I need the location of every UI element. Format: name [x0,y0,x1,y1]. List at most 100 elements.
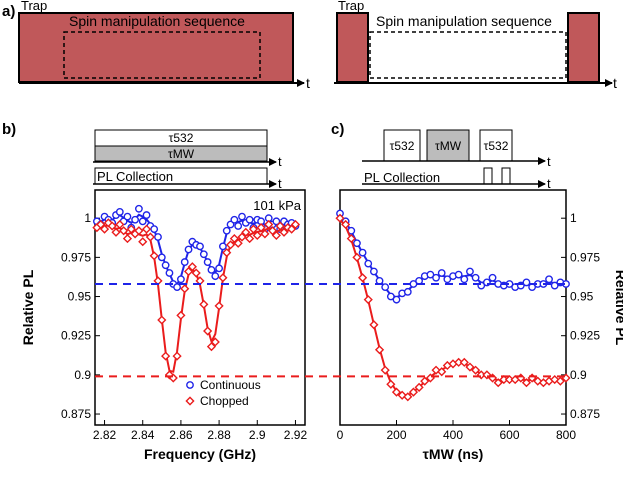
laser-pulse-readout [479,129,513,162]
laser-pulse-label: τ532 [169,131,194,145]
data-point-continuous [173,283,181,292]
data-point-chopped [420,376,430,386]
y-tick-label: 0.9 [74,368,91,382]
data-point-chopped [256,223,266,233]
pl-collection-label: PL Collection [364,170,440,185]
data-point-continuous [353,239,361,248]
data-point-continuous [131,215,139,224]
data-point-continuous [157,253,166,262]
data-point-continuous [222,226,231,235]
sequence-window [369,31,567,79]
data-point-chopped [199,299,209,309]
data-point-chopped [157,315,167,325]
data-point-continuous [403,287,412,296]
data-point-continuous [138,217,147,226]
data-point-chopped [248,224,259,234]
x-tick-label: 2.88 [207,428,231,442]
data-point-chopped [391,387,402,397]
x-tick-label: 2.86 [169,428,193,442]
data-point-chopped [493,378,503,388]
y-tick-label: 1 [84,211,91,225]
data-point-chopped [115,219,125,230]
data-point-continuous [238,212,246,221]
reference-lines [95,283,566,378]
pl-gate-signal [501,167,511,185]
data-point-chopped [341,219,351,230]
timing-axis-label: t [547,176,551,191]
data-point-chopped [172,351,182,361]
data-point-chopped [218,273,228,283]
data-point-continuous [142,211,151,219]
y-tick-label: 0.925 [61,329,91,343]
data-point-continuous [364,259,373,268]
data-point-chopped [183,266,194,277]
data-point-chopped [214,301,224,311]
fit-line-chopped [339,219,567,397]
laser-pulse-init-label: τ532 [390,139,415,153]
timing-axis-label: t [278,154,282,169]
data-point-chopped [126,224,136,234]
data-point-chopped [191,268,201,278]
data-point-chopped [161,351,171,361]
x-tick-label: 0 [337,428,344,442]
data-point-continuous [184,245,193,254]
data-point-continuous [460,275,469,284]
data-point-chopped [241,227,251,237]
y-axis-label: Relative PL [20,269,36,345]
data-point-chopped [260,229,270,239]
data-point-chopped [176,310,186,320]
data-point-chopped [145,232,155,242]
data-point-chopped [363,295,373,305]
data-point-continuous [161,261,170,270]
data-point-chopped [122,233,133,244]
data-point-chopped [380,365,390,375]
data-point-chopped [222,248,232,258]
legend-label-chopped: Chopped [200,394,249,408]
data-point-continuous [381,283,390,292]
data-point-continuous [123,212,132,221]
panel-label-a: a) [2,3,15,20]
x-tick-label: 800 [556,428,576,442]
data-point-chopped [271,230,281,241]
frequency-scan-chart: 2.82 2.84 2.86 2.88 2.9 2.92 0.875 0.9 0.925 0.95… [20,189,307,462]
data-point-chopped [245,233,255,244]
trap-label: Trap [21,0,47,13]
panel-label-b: b) [2,121,16,138]
data-point-continuous [215,264,223,273]
time-axis-label: t [613,75,617,91]
y-tick-label: 0.925 [570,329,600,343]
timing-axis-label: t [547,154,551,169]
data-point-continuous [358,248,367,257]
data-point-chopped [437,367,447,377]
timing-axis-label: t [278,176,282,191]
data-point-continuous [443,275,452,284]
data-point-continuous [219,242,227,251]
data-point-continuous [180,258,189,266]
y-tick-label: 0.875 [61,407,91,421]
y-tick-label: 0.9 [570,368,587,382]
trap-pulse-before [336,12,369,83]
x-tick-label: 200 [386,428,406,442]
data-point-chopped [465,362,475,372]
data-point-chopped [374,345,385,355]
data-point-continuous [234,222,243,230]
data-point-continuous [369,267,378,276]
data-point-continuous [386,292,395,301]
data-point-chopped [335,213,345,223]
data-point-chopped [279,227,289,237]
data-point-chopped [414,382,424,392]
panel-label-c: c) [331,121,344,138]
data-point-chopped [346,233,356,244]
pl-gate-reference [483,167,493,185]
x-axis-label: Frequency (GHz) [144,446,256,462]
data-point-chopped [431,365,441,375]
data-point-continuous [115,208,124,216]
x-tick-label: 2.82 [93,428,117,442]
panel-a: a) Trap Spin manipulation sequence t Tra… [2,0,617,91]
pressure-annotation: 101 kPa [253,198,301,213]
trap-pulse [18,12,294,83]
panel-a-left-schematic: Trap Spin manipulation sequence t [18,0,310,91]
data-point-chopped [134,226,144,236]
data-point-chopped [237,232,247,242]
data-point-continuous [165,269,174,277]
